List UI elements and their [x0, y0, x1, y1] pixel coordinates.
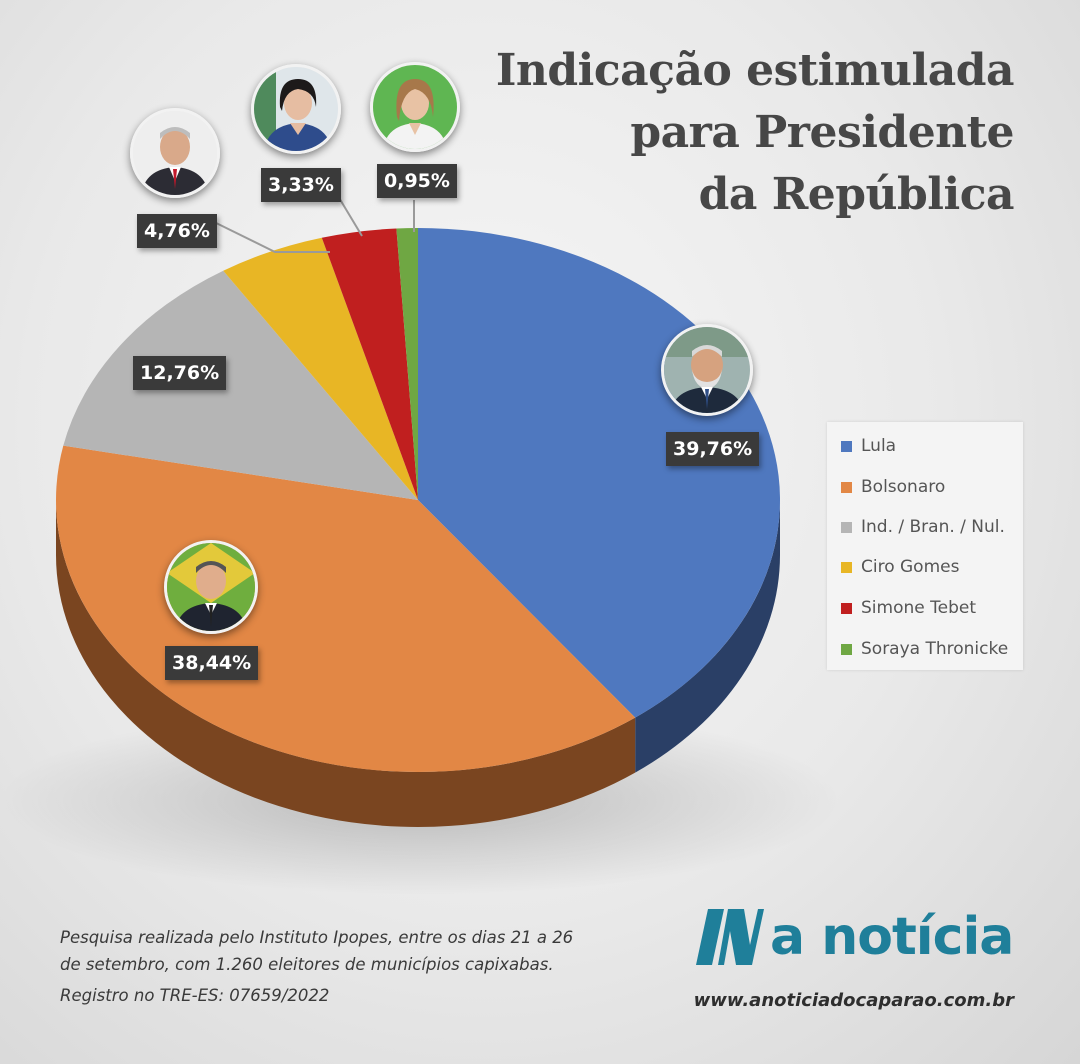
- label-soraya: 0,95%: [377, 164, 457, 198]
- legend-label: Simone Tebet: [861, 598, 976, 618]
- registration-number: Registro no TRE-ES: 07659/2022: [60, 986, 330, 1005]
- brand-logo-mark: [696, 909, 764, 965]
- legend: Lula Bolsonaro Ind. / Bran. / Nul. Ciro …: [827, 422, 1023, 670]
- title-line-3: da República: [698, 169, 1015, 220]
- legend-label: Ind. / Bran. / Nul.: [861, 517, 1005, 537]
- legend-label: Bolsonaro: [861, 477, 946, 497]
- label-lula: 39,76%: [666, 432, 760, 466]
- pie-side-lula: [635, 500, 780, 773]
- legend-swatch: [841, 602, 852, 614]
- legend-swatch: [841, 561, 852, 573]
- leader-line-ciro: [209, 219, 330, 253]
- label-bolsonaro: 38,44%: [165, 646, 259, 680]
- legend-item-simone-tebet: Simone Tebet: [841, 598, 976, 618]
- legend-swatch: [841, 521, 852, 533]
- legend-item-ind-bran-nul: Ind. / Bran. / Nul.: [841, 517, 1005, 537]
- legend-label: Ciro Gomes: [861, 557, 960, 577]
- soraya-thronicke-photo: [370, 62, 460, 152]
- leader-line-tebet: [337, 195, 363, 237]
- brand-name: a notícia: [770, 907, 1014, 967]
- title-line-1: Indicação estimulada: [495, 45, 1015, 96]
- bolsonaro-photo: [164, 540, 258, 634]
- title-line-2: para Presidente: [630, 107, 1014, 158]
- survey-note-line-2: de setembro, com 1.260 eleitores de muni…: [60, 955, 554, 974]
- legend-swatch: [841, 481, 852, 493]
- pie-slice-ciro-gomes: [223, 237, 418, 501]
- pie-side-bolsonaro: [56, 500, 636, 827]
- label-leader-lines: [209, 195, 415, 253]
- label-ind-bran-nul: 12,76%: [133, 356, 227, 390]
- label-tebet: 3,33%: [261, 168, 341, 202]
- legend-label: Soraya Thronicke: [861, 639, 1009, 659]
- legend-item-ciro-gomes: Ciro Gomes: [841, 557, 959, 577]
- legend-label: Lula: [861, 436, 897, 456]
- legend-item-soraya-thronicke: Soraya Thronicke: [841, 639, 1008, 659]
- simone-tebet-photo: [251, 64, 341, 154]
- website-link[interactable]: www.anoticiadocaparao.com.br: [693, 990, 1014, 1011]
- legend-item-lula: Lula: [841, 436, 896, 456]
- pie-slice-soraya-thronicke: [396, 228, 418, 500]
- pie-slice-simone-tebet: [321, 228, 418, 500]
- lula-photo: [661, 324, 753, 416]
- survey-note: Pesquisa realizada pelo Instituto Ipopes…: [60, 924, 620, 978]
- legend-item-bolsonaro: Bolsonaro: [841, 477, 945, 497]
- pie-sides: [56, 500, 780, 827]
- legend-swatch: [841, 643, 852, 655]
- pie-slice-bolsonaro: [55, 445, 636, 772]
- chart-title: Indicação estimulada para Presidente da …: [494, 40, 1015, 226]
- ciro-gomes-photo: [130, 108, 220, 198]
- pie-slice-ind-bran-nul: [63, 270, 418, 500]
- survey-note-line-1: Pesquisa realizada pelo Instituto Ipopes…: [60, 928, 574, 947]
- label-ciro: 4,76%: [137, 214, 217, 248]
- pie-tops: [55, 228, 780, 772]
- brand-logo: a notícia: [694, 905, 1024, 975]
- legend-swatch: [841, 440, 852, 452]
